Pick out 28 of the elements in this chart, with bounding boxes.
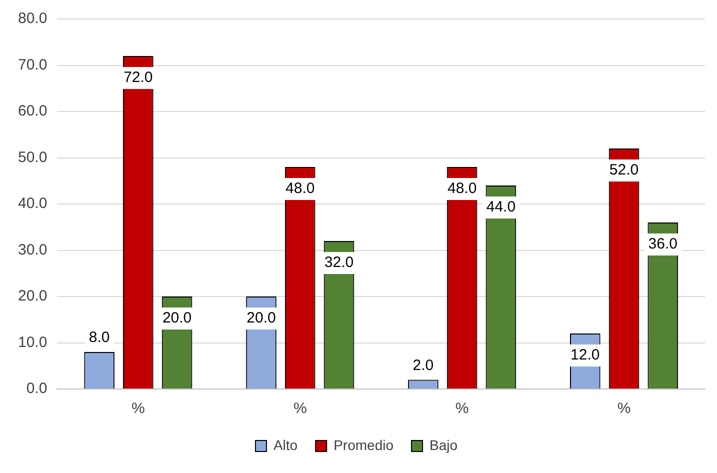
legend-label: Bajo	[430, 436, 458, 453]
data-label: 8.0	[88, 329, 110, 346]
y-tick-label: 70.0	[18, 56, 48, 74]
y-tick-label: 40.0	[18, 195, 48, 212]
y-tick-label: 80.0	[18, 10, 48, 28]
x-tick-label: %	[293, 400, 307, 418]
y-tick-label: 10.0	[18, 334, 48, 351]
data-label: 32.0	[324, 254, 354, 272]
y-tick-label: 60.0	[18, 102, 48, 120]
data-label: 36.0	[648, 236, 678, 253]
y-tick-label: 30.0	[18, 241, 48, 258]
y-tick-label: 20.0	[18, 288, 48, 305]
data-label: 48.0	[447, 180, 477, 198]
data-label: 2.0	[412, 356, 434, 374]
data-label: 20.0	[246, 310, 276, 327]
data-label: 20.0	[162, 310, 192, 327]
x-tick-label: %	[132, 400, 145, 418]
legend-label: Promedio	[334, 436, 394, 453]
data-label: 44.0	[486, 198, 516, 216]
data-label: 72.0	[124, 69, 153, 86]
x-tick-label: %	[455, 400, 469, 418]
x-tick-label: %	[617, 400, 631, 418]
data-label: 52.0	[609, 162, 639, 179]
legend-label: Alto	[273, 436, 298, 453]
data-label: 48.0	[286, 180, 315, 198]
data-label: 12.0	[570, 346, 600, 364]
y-tick-label: 50.0	[18, 148, 48, 166]
y-tick-label: 0.0	[26, 380, 48, 398]
